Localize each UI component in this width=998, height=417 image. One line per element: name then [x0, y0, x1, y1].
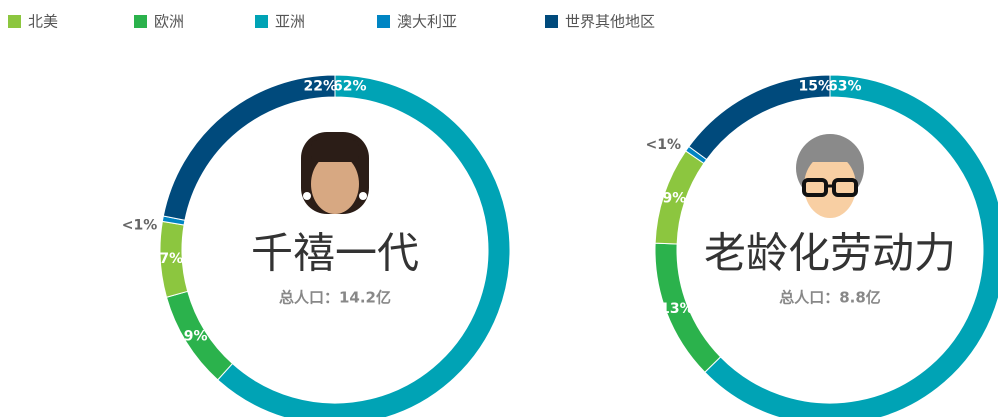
- segment-label: 9%: [662, 190, 686, 206]
- donut-subtitle: 总人口：14.2亿: [279, 289, 391, 307]
- segment-label: 9%: [184, 328, 208, 344]
- legend-label: 澳大利亚: [397, 13, 457, 31]
- legend-label: 亚洲: [275, 13, 305, 31]
- segment-label: 15%: [799, 79, 833, 95]
- segment-label: 13%: [660, 301, 694, 317]
- legend-label: 世界其他地区: [565, 13, 655, 31]
- legend: 北美 欧洲 亚洲 澳大利亚 世界其他地区: [8, 13, 655, 31]
- donut-title: 老龄化劳动力: [704, 229, 956, 278]
- segment-label: 7%: [159, 251, 183, 267]
- legend-swatch: [545, 15, 558, 28]
- segment-label: <1%: [122, 218, 158, 234]
- page: {"chart_data": [ {"type": "pie", "title"…: [0, 0, 998, 417]
- donut-subtitle: 总人口：8.8亿: [779, 289, 881, 307]
- legend-swatch: [8, 15, 21, 28]
- segment-label: 22%: [304, 79, 338, 95]
- donut-title: 千禧一代: [251, 229, 419, 278]
- segment-label: 63%: [828, 79, 862, 95]
- segment-label: 62%: [333, 79, 367, 95]
- chart: 北美 欧洲 亚洲 澳大利亚 世界其他地区 62% 9% 7% <1% 22% 千禧一代总人口：14…: [0, 0, 998, 417]
- legend-swatch: [255, 15, 268, 28]
- older-worker-icon: [796, 134, 864, 218]
- legend-swatch: [134, 15, 147, 28]
- legend-label: 欧洲: [154, 13, 184, 31]
- legend-label: 北美: [28, 13, 58, 31]
- segment-label: <1%: [646, 137, 682, 153]
- millennial-icon: [301, 132, 369, 214]
- legend-swatch: [377, 15, 390, 28]
